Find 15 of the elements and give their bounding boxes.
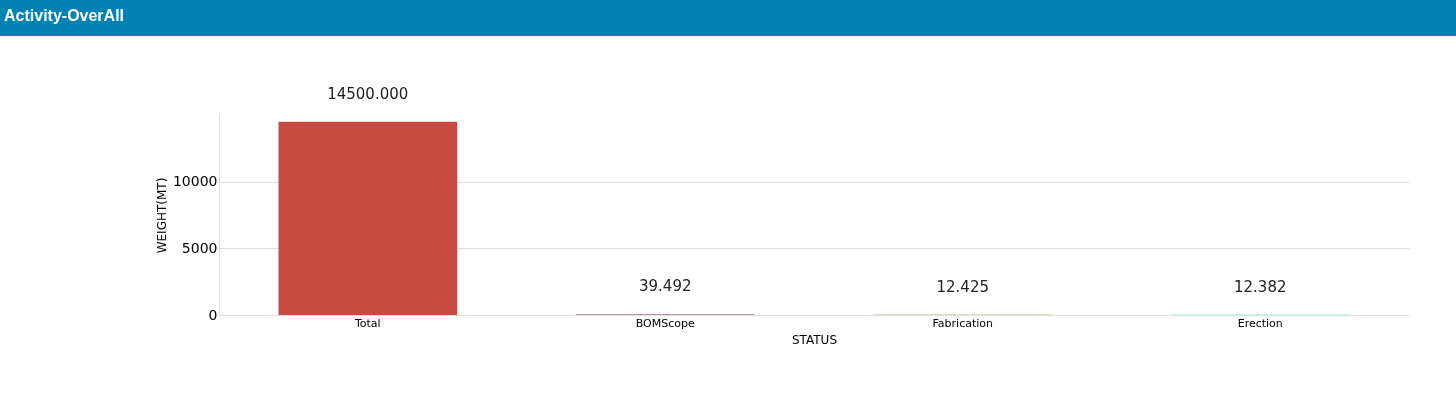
y-tick-label: 10000 bbox=[172, 173, 218, 190]
x-tick-label: Total bbox=[353, 316, 381, 330]
y-tick-label: 5000 bbox=[181, 239, 218, 256]
data-label: 12.425 bbox=[936, 277, 989, 296]
x-tick-label: BOMScope bbox=[635, 316, 695, 330]
y-axis-title: WEIGHT(MT) bbox=[154, 177, 169, 254]
x-tick-label: Erection bbox=[1237, 316, 1283, 330]
data-label: 14500.000 bbox=[327, 84, 409, 103]
bar bbox=[278, 121, 457, 315]
data-label: 39.492 bbox=[639, 277, 692, 296]
data-label: 12.382 bbox=[1234, 277, 1287, 296]
text: Activity-OverAll bbox=[0, 0, 1456, 36]
x-tick-label: Fabrication bbox=[932, 316, 994, 330]
y-tick-label: 0 bbox=[208, 306, 218, 323]
x-axis-title: STATUS bbox=[791, 332, 838, 347]
